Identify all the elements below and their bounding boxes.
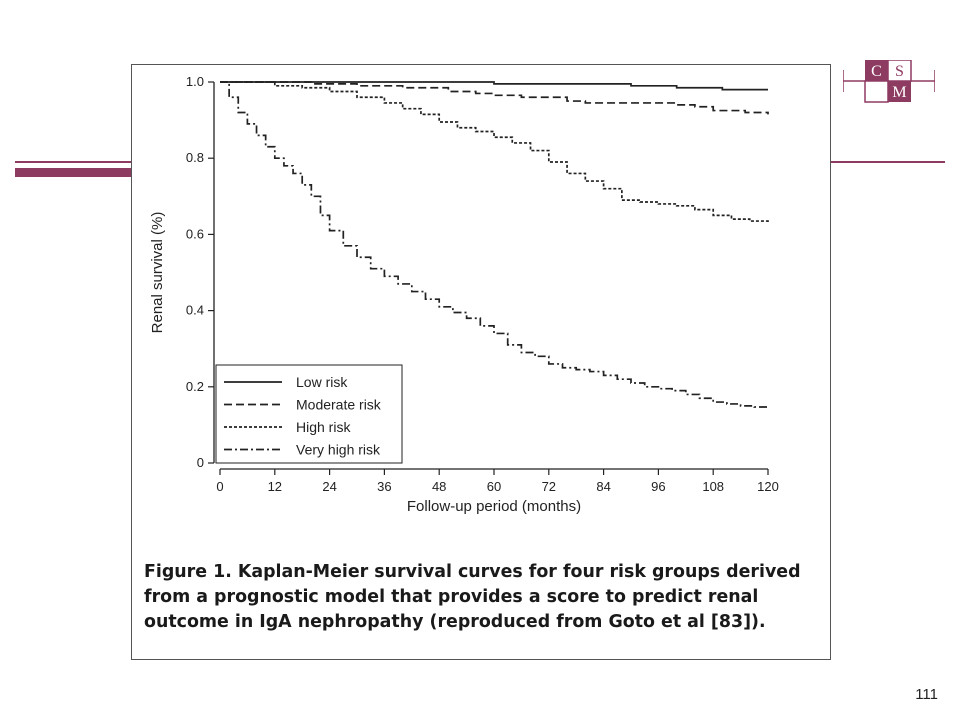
y-tick-label: 0 — [197, 455, 204, 470]
series-line-0 — [220, 81, 768, 91]
x-tick-label: 72 — [542, 479, 556, 494]
y-tick-label: 0.4 — [186, 303, 204, 318]
y-tick-label: 1.0 — [186, 74, 204, 89]
x-tick-label: 96 — [651, 479, 665, 494]
series-line-2 — [220, 81, 769, 223]
x-tick-label: 108 — [702, 479, 724, 494]
kaplan-meier-chart: 0 0.2 0.4 0.6 0.8 1.0 0 12 24 36 48 60 72 84 96 108 120… — [149, 74, 779, 515]
x-tick-label: 48 — [432, 479, 446, 494]
figure-box: 0 0.2 0.4 0.6 0.8 1.0 0 12 24 36 48 60 72 84 96 108 120… — [131, 64, 831, 660]
x-tick-label: 36 — [377, 479, 391, 494]
legend-label: Very high risk — [296, 442, 381, 458]
header-accent-bar — [15, 168, 135, 177]
y-tick-label: 0.2 — [186, 379, 204, 394]
logo-letter-m: M — [892, 84, 906, 101]
csm-logo: C S M — [843, 60, 935, 103]
y-axis: 0 0.2 0.4 0.6 0.8 1.0 — [186, 74, 214, 470]
logo-letter-s: S — [895, 63, 904, 80]
x-tick-label: 84 — [596, 479, 610, 494]
x-axis: 0 12 24 36 48 60 72 84 96 108 120 — [216, 469, 779, 494]
legend: Low risk Moderate risk High risk Very high … — [215, 364, 403, 464]
y-axis-title: Renal survival (%) — [149, 212, 166, 334]
series-layer — [220, 81, 769, 408]
page-number: 111 — [915, 686, 938, 703]
legend-label: High risk — [296, 419, 351, 435]
x-tick-label: 60 — [487, 479, 501, 494]
figure-caption: Figure 1. Kaplan-Meier survival curves f… — [144, 562, 801, 632]
y-tick-label: 0.8 — [186, 150, 204, 165]
x-axis-title: Follow-up period (months) — [407, 498, 581, 515]
legend-label: Low risk — [296, 374, 348, 390]
y-tick-label: 0.6 — [186, 226, 204, 241]
series-line-3 — [220, 81, 769, 408]
logo-letter-c: C — [871, 63, 882, 80]
legend-label: Moderate risk — [296, 397, 382, 413]
x-tick-label: 24 — [322, 479, 336, 494]
series-line-1 — [220, 81, 769, 115]
x-tick-label: 0 — [216, 479, 223, 494]
x-tick-label: 120 — [757, 479, 779, 494]
x-tick-label: 12 — [268, 479, 282, 494]
